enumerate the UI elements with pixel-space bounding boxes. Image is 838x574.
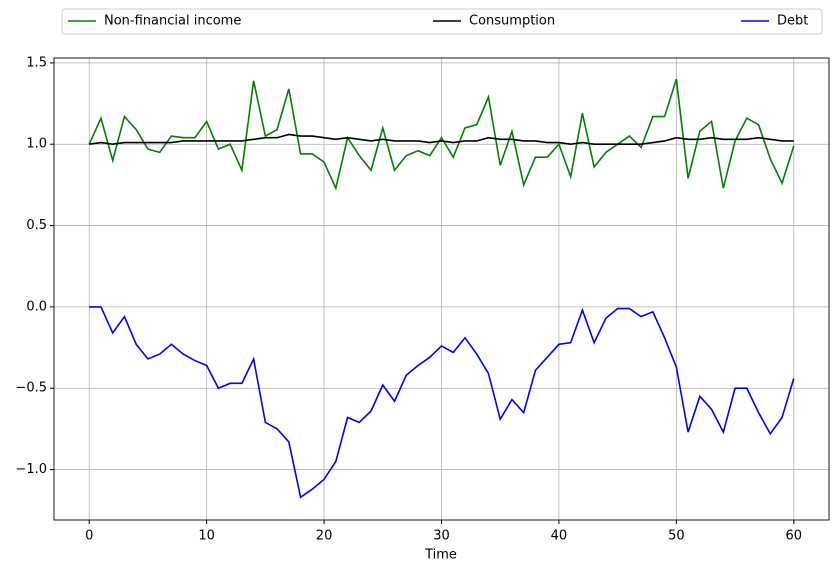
x-axis-label: Time [424, 548, 457, 563]
legend-label: Non-financial income [104, 14, 241, 29]
x-tick-label: 60 [785, 529, 802, 544]
x-tick-label: 20 [316, 529, 333, 544]
x-tick-label: 0 [85, 529, 93, 544]
y-tick-label: −0.5 [15, 381, 47, 396]
y-tick-label: −1.0 [15, 462, 47, 477]
data-line [88, 78, 795, 191]
x-tick-label: 40 [551, 529, 568, 544]
plot-frame [53, 57, 830, 521]
data-line [89, 133, 794, 146]
data-line [89, 306, 795, 499]
legend-label: Consumption [469, 14, 555, 29]
y-tick-label: 1.5 [26, 55, 47, 70]
x-tick-label: 50 [668, 529, 685, 544]
y-tick-label: 0.5 [26, 218, 47, 233]
y-tick-label: 1.0 [26, 137, 47, 152]
x-tick-label: 30 [433, 529, 450, 544]
x-tick-label: 10 [198, 529, 215, 544]
legend-label: Debt [777, 14, 808, 29]
y-tick-label: 0.0 [26, 299, 47, 314]
